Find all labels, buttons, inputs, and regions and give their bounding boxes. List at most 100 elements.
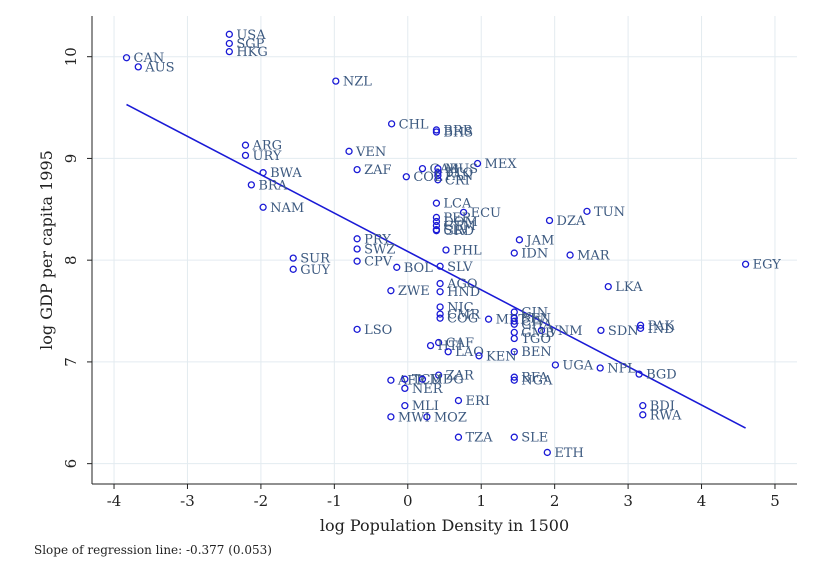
point-label-gmb: GMB — [521, 326, 554, 341]
point-mwi — [387, 413, 395, 421]
point-label-mwi: MWI — [398, 410, 430, 425]
point-mar — [566, 251, 574, 259]
point-pry — [353, 235, 361, 243]
point-tto — [434, 169, 442, 177]
point-egy — [741, 260, 750, 268]
point-label-pry: PRY — [364, 232, 391, 247]
point-label-mar: MAR — [577, 249, 611, 264]
point-label-usa: USA — [236, 28, 266, 43]
point-aus — [134, 63, 142, 71]
point-label-ben: BEN — [521, 345, 551, 360]
point-label-gin: GIN — [521, 306, 548, 321]
point-slv — [436, 262, 444, 270]
point-label-nzl: NZL — [343, 75, 372, 90]
point-label-sen: SEN — [521, 312, 551, 327]
point-label-npl: NPL — [607, 362, 636, 377]
point-label-ner: NER — [412, 382, 444, 397]
point-label-sdn: SDN — [608, 324, 639, 339]
point-label-bgd: BGD — [646, 368, 677, 383]
point-jam — [515, 236, 524, 244]
point-label-nga: NGA — [521, 374, 553, 389]
point-gha — [510, 320, 518, 328]
x-tick-label: 3 — [623, 492, 633, 510]
x-tick-label: 0 — [403, 492, 413, 510]
point-dza — [545, 216, 554, 225]
x-tick-label: -3 — [180, 492, 195, 510]
x-tick-label: 1 — [476, 492, 486, 510]
point-label-guy: GUY — [300, 263, 330, 278]
x-axis-title: log Population Density in 1500 — [320, 516, 569, 535]
point-label-bhs: BHS — [443, 125, 473, 140]
point-ind — [636, 324, 645, 332]
point-lca — [432, 199, 441, 207]
point-idn — [510, 249, 518, 257]
point-label-ury: URY — [252, 149, 281, 164]
point-label-mex: MEX — [485, 157, 518, 172]
point-label-ago: AGO — [446, 277, 477, 292]
y-axis-title: log GDP per capita 1995 — [37, 150, 56, 350]
point-hnd — [436, 288, 444, 296]
point-label-bra: BRA — [258, 178, 287, 193]
point-lso — [353, 325, 361, 334]
point-label-uga: UGA — [562, 358, 593, 373]
point-label-hti: HTI — [438, 339, 463, 354]
axis-ticks: -4 -3 -2 -1 0 1 2 3 4 5 6 7 8 9 10 — [62, 47, 780, 510]
point-sur — [289, 254, 297, 262]
point-ecu — [459, 208, 468, 217]
point-label-caf: CAF — [446, 336, 474, 351]
point-label-pak: PAK — [648, 319, 675, 334]
point-label-idn: IDN — [521, 247, 548, 262]
point-label-civ: CIV — [521, 315, 546, 330]
point-label-lca: LCA — [443, 197, 472, 212]
point-label-cog: COG — [447, 312, 478, 327]
point-ner — [401, 384, 409, 393]
x-tick-label: 5 — [770, 492, 780, 510]
point-label-tcd: TCD — [412, 373, 441, 388]
point-label-tza: TZA — [465, 431, 493, 446]
point-label-sgp: SGP — [236, 37, 264, 52]
point-bfa — [510, 373, 518, 381]
point-arg — [241, 141, 250, 149]
point-guy — [289, 265, 297, 273]
point-label-bfa: BFA — [521, 371, 548, 386]
point-npl — [596, 364, 604, 372]
point-sgp — [225, 39, 233, 48]
point-label-sur: SUR — [300, 252, 331, 267]
point-label-rwa: RWA — [650, 408, 682, 423]
point-grd — [432, 227, 441, 235]
point-tgo — [510, 334, 518, 343]
point-gtm — [432, 221, 441, 230]
point-label-nic: NIC — [447, 300, 474, 315]
point-label-hkg: HKG — [236, 45, 267, 60]
point-dom — [432, 217, 441, 226]
point-label-swz: SWZ — [364, 242, 395, 257]
x-tick-label: 2 — [550, 492, 560, 510]
point-mli — [401, 402, 409, 410]
point-rwa — [639, 411, 647, 419]
point-label-gha: GHA — [521, 318, 553, 333]
point-label-brb: BRB — [443, 123, 472, 138]
point-sdn — [597, 326, 605, 335]
point-label-per: PER — [443, 211, 472, 226]
point-ven — [345, 147, 353, 155]
point-label-hnd: HND — [447, 285, 480, 300]
point-mex — [473, 159, 482, 168]
point-hti — [426, 341, 435, 350]
y-tick-label: 10 — [62, 47, 80, 66]
point-label-aus: AUS — [144, 60, 174, 75]
point-label-chl: CHL — [399, 117, 429, 132]
x-tick-label: -2 — [254, 492, 269, 510]
point-label-zar: ZAR — [446, 369, 475, 384]
point-mrt — [484, 315, 493, 323]
point-cri — [434, 176, 442, 184]
point-label-nam: NAM — [270, 201, 304, 216]
point-label-ind: IND — [648, 322, 675, 337]
point-mus — [434, 164, 442, 173]
point-zwe — [387, 287, 395, 295]
point-sle — [510, 433, 518, 441]
point-nzl — [332, 77, 340, 85]
point-swz — [353, 245, 361, 253]
point-label-tgo: TGO — [521, 332, 551, 347]
point-label-phl: PHL — [453, 244, 482, 259]
point-gab — [418, 164, 427, 173]
